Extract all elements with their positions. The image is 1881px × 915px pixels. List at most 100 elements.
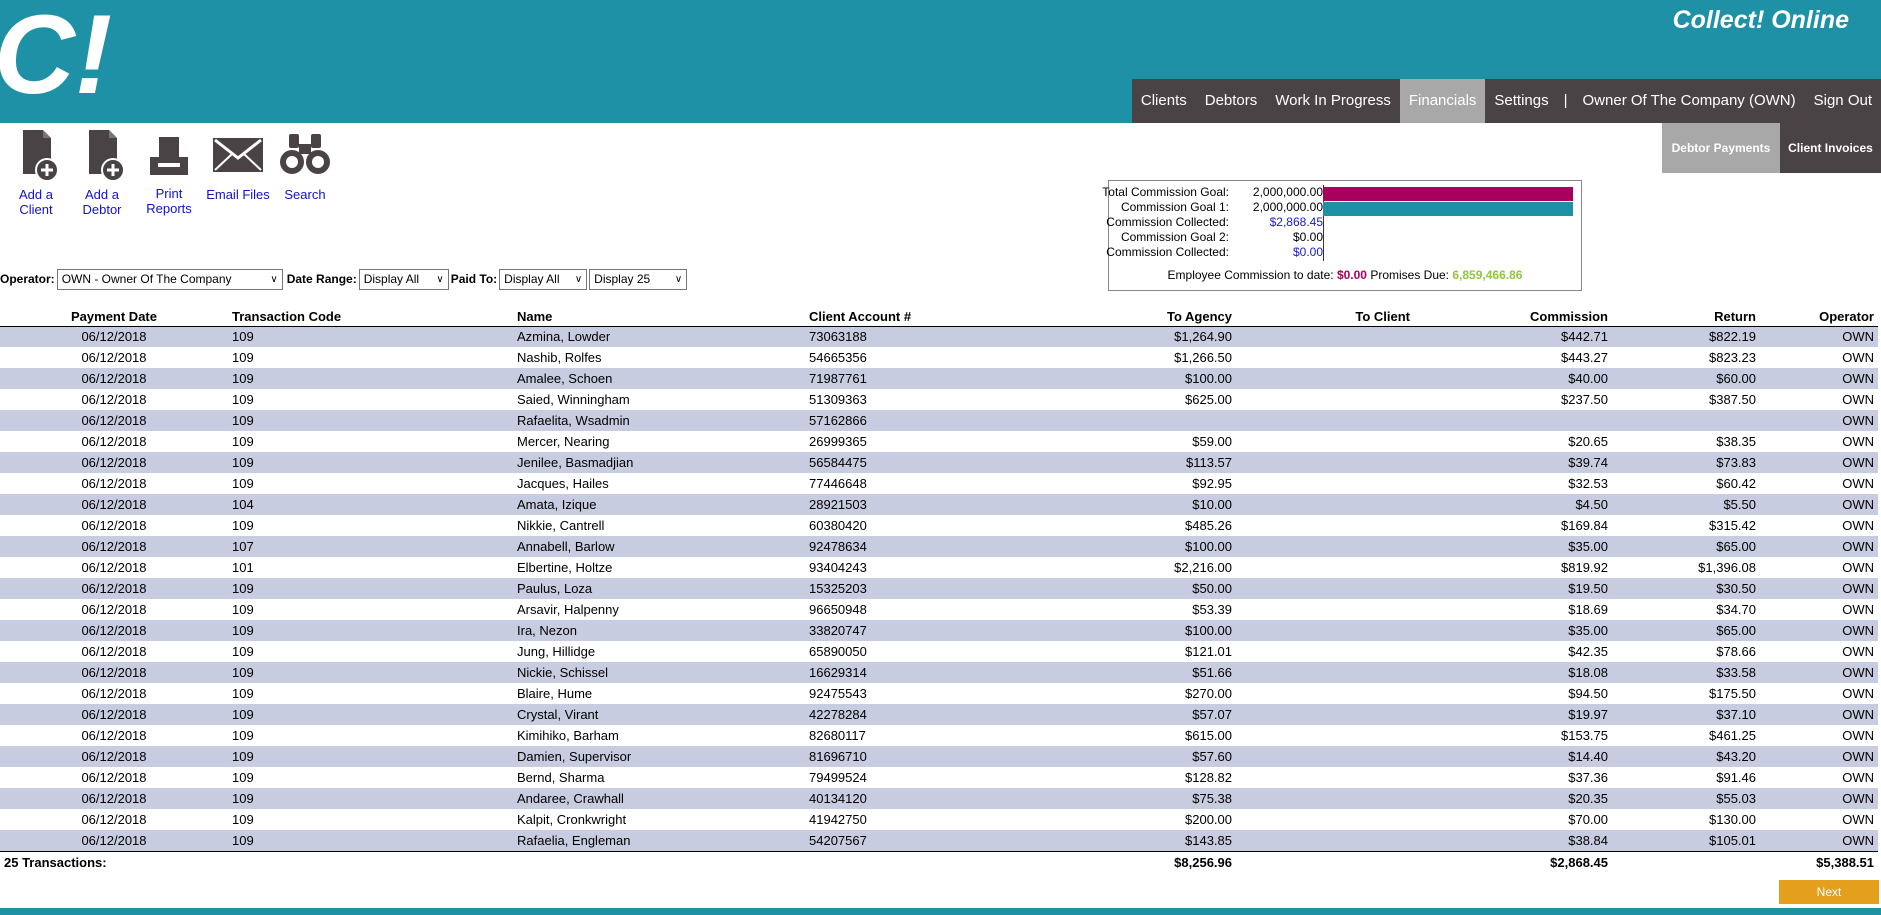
table-row[interactable]: 06/12/2018 109 Rafaelita, Wsadmin 57162866 O… xyxy=(0,410,1878,431)
return-cell: $65.00 xyxy=(1716,623,1756,638)
print-reports-button[interactable]: Print Reports xyxy=(134,133,204,216)
payment-date-cell: 06/12/2018 xyxy=(81,518,147,533)
table-row[interactable]: 06/12/2018 104 Amata, Izique 28921503 $10.00… xyxy=(0,494,1878,515)
display-count-select[interactable]: Display 25 ∨ xyxy=(589,268,688,290)
col-commission[interactable]: Commission xyxy=(1414,307,1612,327)
col-to-client[interactable]: To Client xyxy=(1236,307,1414,327)
payment-date-cell: 06/12/2018 xyxy=(81,749,147,764)
commission-cell: $18.69 xyxy=(1568,602,1608,617)
table-row[interactable]: 06/12/2018 109 Nickie, Schissel 16629314 $51… xyxy=(0,662,1878,683)
to-client-cell xyxy=(1236,473,1414,494)
email-files-button[interactable]: Email Files xyxy=(203,128,273,202)
to-agency-cell: $51.66 xyxy=(1192,665,1232,680)
payment-date-cell: 06/12/2018 xyxy=(81,602,147,617)
table-row[interactable]: 06/12/2018 109 Nikkie, Cantrell 60380420 $48… xyxy=(0,515,1878,536)
operator-select[interactable]: OWN - Owner Of The Company ∨ xyxy=(56,268,283,290)
col-client-account[interactable]: Client Account # xyxy=(805,307,1041,327)
table-row[interactable]: 06/12/2018 109 Jung, Hillidge 65890050 $121.… xyxy=(0,641,1878,662)
col-operator[interactable]: Operator xyxy=(1760,307,1878,327)
operator-cell: OWN xyxy=(1842,539,1874,554)
transaction-code-cell: 109 xyxy=(232,686,254,701)
commission-total: $2,868.45 xyxy=(1414,850,1612,873)
table-row[interactable]: 06/12/2018 101 Elbertine, Holtze 93404243 $2… xyxy=(0,557,1878,578)
table-row[interactable]: 06/12/2018 109 Bernd, Sharma 79499524 $128.8… xyxy=(0,767,1878,788)
table-row[interactable]: 06/12/2018 107 Annabell, Barlow 92478634 $10… xyxy=(0,536,1878,557)
tab-debtor-payments[interactable]: Debtor Payments xyxy=(1662,123,1780,173)
to-client-cell xyxy=(1236,536,1414,557)
return-cell: $37.10 xyxy=(1716,707,1756,722)
payment-date-cell: 06/12/2018 xyxy=(81,413,147,428)
table-row[interactable]: 06/12/2018 109 Blaire, Hume 92475543 $270.00… xyxy=(0,683,1878,704)
col-return[interactable]: Return xyxy=(1612,307,1760,327)
transaction-code-cell: 109 xyxy=(232,707,254,722)
table-row[interactable]: 06/12/2018 109 Jenilee, Basmadjian 56584475… xyxy=(0,452,1878,473)
operator-cell: OWN xyxy=(1842,707,1874,722)
operator-cell: OWN xyxy=(1842,497,1874,512)
table-row[interactable]: 06/12/2018 109 Crystal, Virant 42278284 $57.… xyxy=(0,704,1878,725)
chevron-down-icon: ∨ xyxy=(270,273,278,285)
next-page-button[interactable]: Next xyxy=(1779,880,1879,904)
add-debtor-button[interactable]: Add a Debtor xyxy=(67,128,137,217)
payment-date-cell: 06/12/2018 xyxy=(81,350,147,365)
nav-work-in-progress[interactable]: Work In Progress xyxy=(1275,92,1391,109)
paid-to-select[interactable]: Display All ∨ xyxy=(499,268,588,290)
email-files-label: Email Files xyxy=(206,187,270,202)
nav-financials[interactable]: Financials xyxy=(1399,79,1486,123)
tab-client-invoices[interactable]: Client Invoices xyxy=(1780,123,1881,173)
table-row[interactable]: 06/12/2018 109 Andaree, Crawhall 40134120 $7… xyxy=(0,788,1878,809)
nav-debtors[interactable]: Debtors xyxy=(1204,92,1258,109)
table-row[interactable]: 06/12/2018 109 Ira, Nezon 33820747 $100.00 $3… xyxy=(0,620,1878,641)
printer-icon xyxy=(150,137,188,175)
table-row[interactable]: 06/12/2018 109 Amalee, Schoen 71987761 $100.… xyxy=(0,368,1878,389)
name-cell: Arsavir, Halpenny xyxy=(517,602,619,617)
table-row[interactable]: 06/12/2018 109 Paulus, Loza 15325203 $50.00 $… xyxy=(0,578,1878,599)
name-cell: Paulus, Loza xyxy=(517,581,593,596)
return-cell: $5.50 xyxy=(1723,497,1756,512)
table-row[interactable]: 06/12/2018 109 Mercer, Nearing 26999365 $59.… xyxy=(0,431,1878,452)
commission-cell: $20.65 xyxy=(1568,434,1608,449)
col-payment-date[interactable]: Payment Date xyxy=(0,307,228,327)
return-cell: $823.23 xyxy=(1709,350,1756,365)
name-cell: Amalee, Schoen xyxy=(517,371,613,386)
col-transaction-code[interactable]: Transaction Code xyxy=(228,307,513,327)
col-name[interactable]: Name xyxy=(513,307,805,327)
return-cell: $55.03 xyxy=(1716,791,1756,806)
to-client-cell xyxy=(1236,704,1414,725)
table-row[interactable]: 06/12/2018 109 Saied, Winningham 51309363 $6… xyxy=(0,389,1878,410)
nav-user-account[interactable]: Owner Of The Company (OWN) xyxy=(1582,92,1796,109)
transaction-code-cell: 109 xyxy=(232,602,254,617)
payment-date-cell: 06/12/2018 xyxy=(81,581,147,596)
search-button[interactable]: Search xyxy=(270,128,340,202)
nav-clients[interactable]: Clients xyxy=(1140,92,1187,109)
nav-settings[interactable]: Settings xyxy=(1494,92,1549,109)
table-row[interactable]: 06/12/2018 109 Jacques, Hailes 77446648 $92.… xyxy=(0,473,1878,494)
commission-collected-1-value: $2,868.45 xyxy=(1269,215,1323,229)
commission-cell: $40.00 xyxy=(1568,371,1608,386)
client-account-cell: 71987761 xyxy=(809,371,867,386)
table-row[interactable]: 06/12/2018 109 Kalpit, Cronkwright 41942750… xyxy=(0,809,1878,830)
client-account-cell: 60380420 xyxy=(809,518,867,533)
client-account-cell: 81696710 xyxy=(809,749,867,764)
collect-logo[interactable]: C! xyxy=(0,0,120,100)
to-agency-total: $8,256.96 xyxy=(1041,850,1236,873)
commission-cell: $20.35 xyxy=(1568,791,1608,806)
operator-cell: OWN xyxy=(1842,581,1874,596)
table-row[interactable]: 06/12/2018 109 Kimihiko, Barham 82680117 $61… xyxy=(0,725,1878,746)
col-to-agency[interactable]: To Agency xyxy=(1041,307,1236,327)
commission-cell: $237.50 xyxy=(1561,392,1608,407)
name-cell: Kalpit, Cronkwright xyxy=(517,812,627,827)
operator-cell: OWN xyxy=(1842,770,1874,785)
to-client-cell xyxy=(1236,431,1414,452)
nav-sign-out[interactable]: Sign Out xyxy=(1813,92,1872,109)
date-range-select[interactable]: Display All ∨ xyxy=(358,268,449,290)
to-agency-cell: $121.01 xyxy=(1185,644,1232,659)
commission-cell: $153.75 xyxy=(1561,728,1608,743)
add-client-button[interactable]: Add a Client xyxy=(1,128,71,217)
table-row[interactable]: 06/12/2018 109 Nashib, Rolfes 54665356 $1,26… xyxy=(0,347,1878,368)
table-row[interactable]: 06/12/2018 109 Azmina, Lowder 73063188 $1,26… xyxy=(0,326,1878,347)
table-row[interactable]: 06/12/2018 109 Damien, Supervisor 81696710 $… xyxy=(0,746,1878,767)
table-row[interactable]: 06/12/2018 109 Rafaelia, Engleman 54207567 $… xyxy=(0,830,1878,851)
commission-chart-axis xyxy=(1323,185,1324,261)
table-row[interactable]: 06/12/2018 109 Arsavir, Halpenny 96650948 $5… xyxy=(0,599,1878,620)
to-agency-cell: $128.82 xyxy=(1185,770,1232,785)
